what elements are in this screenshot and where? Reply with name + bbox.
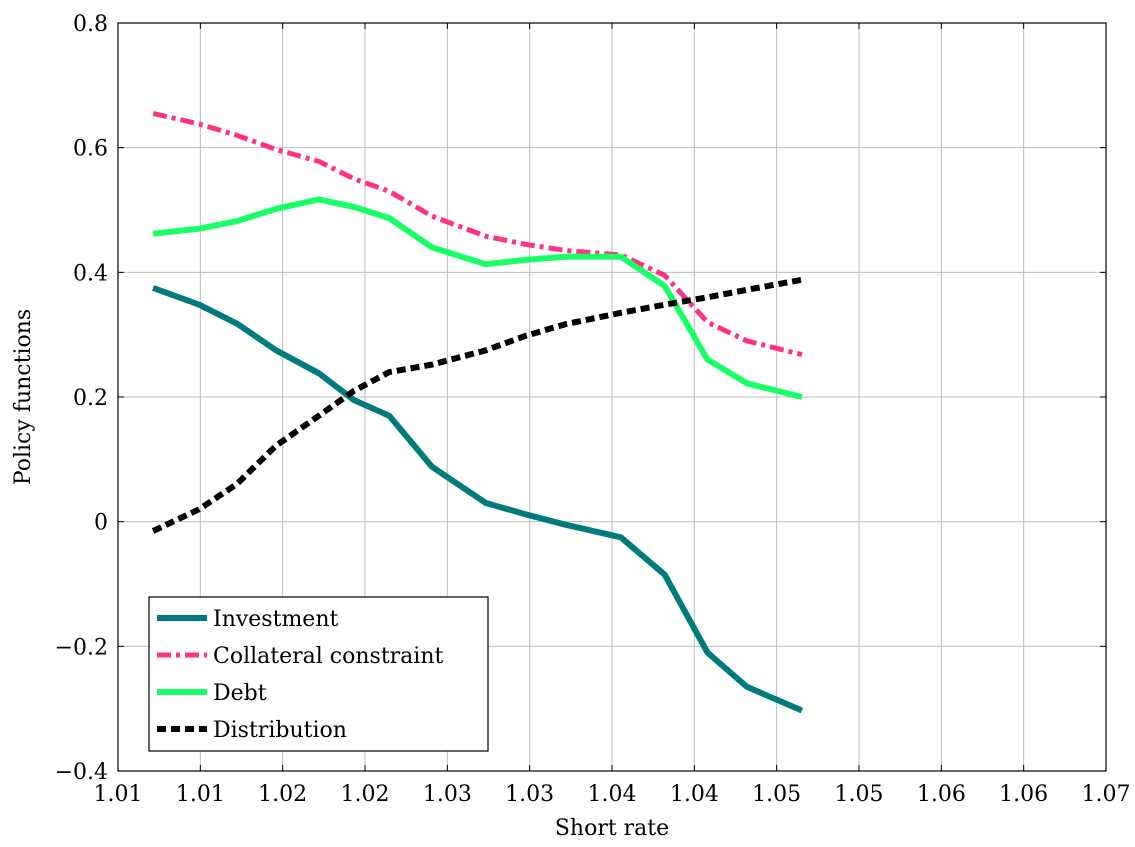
- y-tick-label: −0.2: [55, 635, 108, 660]
- y-tick-label: 0.8: [73, 12, 108, 37]
- series-line-investment: [152, 285, 804, 714]
- y-tick-label: 0: [94, 511, 108, 536]
- legend: Investment Collateral constraint Debt Distr…: [148, 596, 489, 752]
- x-tick-label: 1.02: [258, 782, 307, 807]
- legend-label: Distribution: [213, 718, 347, 743]
- series-line-distribution: [151, 276, 803, 534]
- x-tick-label: 1.04: [670, 782, 719, 807]
- legend-label: Debt: [213, 681, 267, 706]
- x-tick-label: 1.02: [341, 782, 390, 807]
- x-tick-label: 1.04: [588, 782, 637, 807]
- y-tick-label: 0.2: [73, 386, 108, 411]
- legend-box: [148, 596, 489, 752]
- axis-ticks: 1.01 1.01 1.02 1.02 1.03 1.03 1.04 1.04 1.05 1.05…: [55, 12, 1131, 807]
- x-tick-label: 1.05: [752, 782, 801, 807]
- y-tick-label: 0.6: [73, 137, 108, 162]
- y-tick-label: 0.4: [73, 261, 108, 286]
- legend-label: Collateral constraint: [213, 644, 443, 669]
- series-line-debt: [152, 196, 803, 400]
- x-tick-label: 1.01: [94, 782, 143, 807]
- x-axis-label: Short rate: [555, 816, 669, 841]
- x-tick-label: 1.03: [505, 782, 554, 807]
- x-tick-label: 1.06: [917, 782, 966, 807]
- series-line-collateral-constraint: [152, 110, 803, 358]
- x-tick-label: 1.06: [999, 782, 1048, 807]
- x-tick-label: 1.05: [835, 782, 884, 807]
- y-tick-label: −0.4: [55, 760, 108, 785]
- y-axis-label: Policy functions: [11, 309, 36, 485]
- x-tick-label: 1.01: [176, 782, 225, 807]
- series-lines: [151, 110, 804, 714]
- x-tick-label: 1.03: [423, 782, 472, 807]
- legend-label: Investment: [213, 607, 338, 632]
- x-tick-label: 1.07: [1082, 782, 1131, 807]
